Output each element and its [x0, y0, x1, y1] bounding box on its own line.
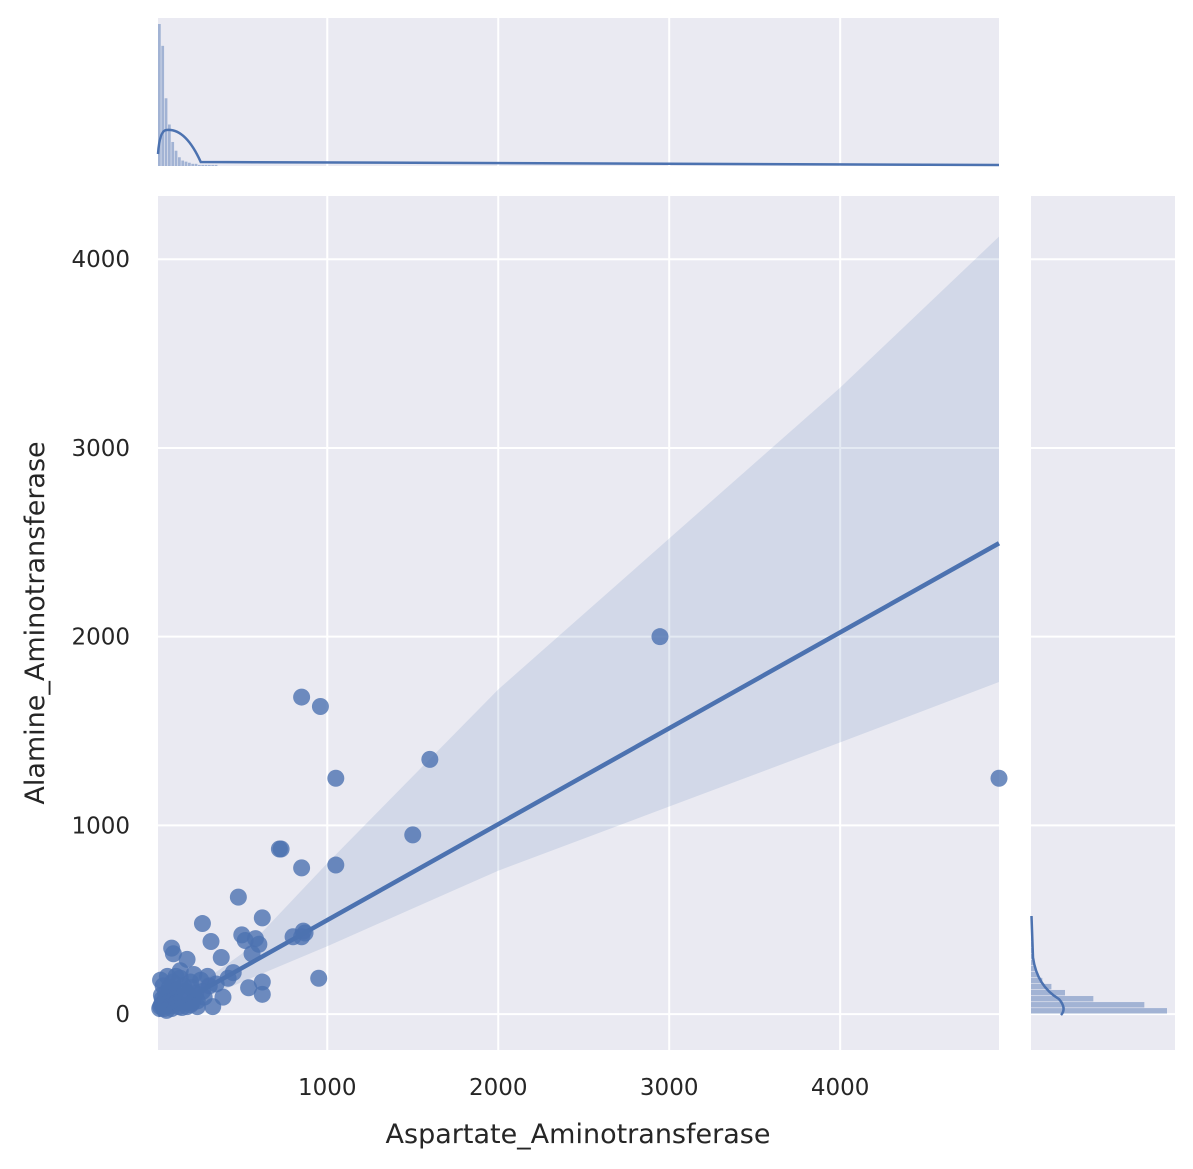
scatter-point — [240, 979, 258, 997]
scatter-point — [202, 932, 220, 950]
y-tick-label: 0 — [115, 1002, 130, 1028]
scatter-point — [253, 973, 271, 991]
right-histogram-bar — [1031, 965, 1036, 972]
top-histogram-bar — [161, 45, 165, 166]
right-histogram-bar — [1031, 1002, 1145, 1008]
top-marginal-kde — [156, 128, 1000, 167]
y-tick-label: 3000 — [71, 436, 130, 462]
right-marginal-panel — [1030, 196, 1175, 1050]
right-histogram-bar — [1031, 1008, 1167, 1014]
scatter-point — [253, 985, 271, 1003]
scatter-point — [236, 932, 254, 950]
x-axis-label: Aspartate_Aminotransferase — [386, 1119, 771, 1150]
scatter-point — [327, 856, 345, 874]
scatter-point — [253, 909, 271, 927]
top-marginal-background — [158, 18, 999, 166]
scatter-point — [327, 769, 345, 787]
x-tick-label: 2000 — [469, 1075, 528, 1101]
right-marginal-background — [1031, 196, 1175, 1050]
right-marginal-kde — [1030, 915, 1065, 1016]
top-histogram-bar — [191, 163, 195, 166]
scatter-point — [158, 967, 176, 985]
scatter-point — [229, 888, 247, 906]
top-histogram-bar — [168, 124, 171, 166]
right-histogram-bar — [1031, 989, 1065, 996]
y-tick-label: 2000 — [71, 625, 130, 651]
scatter-point — [310, 969, 328, 987]
regression-confidence-band — [158, 236, 999, 1018]
scatter-point — [311, 698, 329, 716]
top-histogram-bar — [204, 164, 208, 166]
top-histogram-bar — [214, 164, 218, 166]
top-histogram-bar — [188, 162, 191, 166]
scatter-point — [293, 859, 311, 877]
scatter-point — [164, 945, 182, 963]
x-tick-label: 1000 — [298, 1075, 357, 1101]
top-histogram-bar — [208, 164, 211, 166]
scatter-point — [188, 998, 206, 1016]
scatter-point — [293, 688, 311, 706]
top-histogram-bar — [164, 98, 168, 166]
scatter-point — [651, 628, 669, 646]
top-histogram-bar — [174, 150, 178, 166]
top-histogram-bar — [178, 157, 181, 166]
right-marginal-grid — [1031, 258, 1175, 1016]
top-histogram-bar — [171, 141, 175, 166]
scatter-point — [990, 769, 1008, 787]
y-axis-label: Alamine_Aminotransferase — [20, 441, 51, 804]
top-histogram-bar — [211, 164, 215, 166]
x-axis-ticks: 1000 2000 3000 4000 — [298, 1075, 869, 1101]
x-tick-label: 3000 — [640, 1075, 699, 1101]
scatter-point — [212, 949, 230, 967]
regression-line — [156, 541, 1001, 1018]
top-marginal-panel — [156, 18, 1000, 167]
top-histogram-bar — [158, 24, 161, 166]
scatter-point — [421, 750, 439, 768]
scatter-point — [193, 915, 211, 933]
top-marginal-histogram — [158, 24, 218, 166]
top-histogram-bar — [181, 160, 185, 166]
y-tick-label: 1000 — [71, 813, 130, 839]
scatter-point — [171, 969, 189, 987]
y-axis-ticks: 0 1000 2000 3000 4000 — [71, 247, 130, 1028]
right-histogram-bar — [1031, 983, 1052, 990]
x-tick-label: 4000 — [811, 1075, 870, 1101]
right-histogram-bar — [1031, 977, 1043, 984]
scatter-point — [404, 826, 422, 844]
top-marginal-grid — [326, 18, 842, 166]
right-histogram-bar — [1031, 996, 1094, 1002]
right-histogram-bar — [1031, 971, 1038, 978]
top-histogram-bar — [201, 164, 205, 166]
top-histogram-bar — [198, 164, 201, 166]
scatter-point — [272, 840, 290, 858]
main-plot-panel — [151, 196, 1008, 1050]
main-plot-grid — [158, 196, 999, 1050]
y-tick-label: 4000 — [71, 247, 130, 273]
top-histogram-bar — [184, 161, 188, 166]
top-histogram-bar — [194, 163, 198, 166]
